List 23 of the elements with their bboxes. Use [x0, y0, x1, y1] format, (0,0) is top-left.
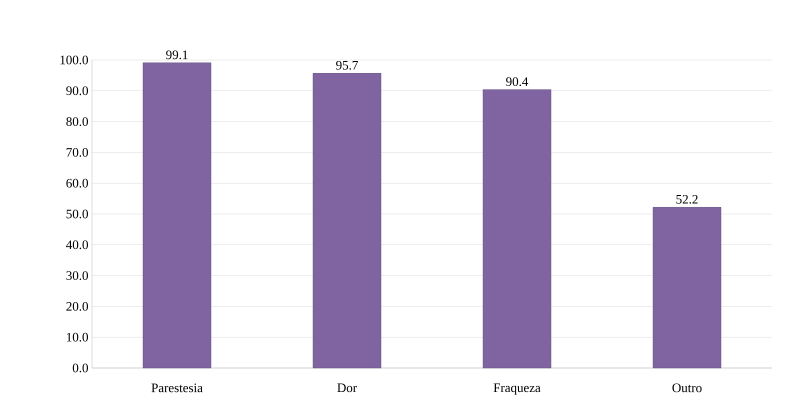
y-tick-label: 70.0 — [66, 148, 88, 157]
y-tick-label: 30.0 — [66, 271, 88, 280]
bar — [482, 89, 552, 368]
data-label: 52.2 — [676, 194, 698, 204]
bar — [652, 207, 722, 368]
y-tick-label: 100.0 — [60, 56, 88, 64]
y-tick-label: 0.0 — [72, 364, 88, 372]
x-tick-label: Dor — [337, 384, 357, 392]
data-label: 99.1 — [166, 50, 188, 60]
data-label: 90.4 — [506, 77, 528, 86]
y-tick-label: 90.0 — [66, 86, 88, 96]
y-tick-label: 10.0 — [66, 332, 88, 342]
x-tick-label: Outro — [672, 384, 702, 392]
y-tick-label: 40.0 — [66, 240, 88, 250]
y-tick-label: 80.0 — [66, 117, 88, 126]
bar — [142, 62, 212, 368]
x-tick-label: Fraqueza — [494, 384, 541, 395]
y-tick-label: 20.0 — [66, 302, 88, 311]
y-tick-label: 60.0 — [66, 178, 88, 188]
bar — [312, 73, 382, 368]
data-label: 95.7 — [336, 60, 358, 70]
y-tick-label: 50.0 — [66, 210, 88, 218]
x-tick-label: Parestesia — [151, 384, 203, 392]
